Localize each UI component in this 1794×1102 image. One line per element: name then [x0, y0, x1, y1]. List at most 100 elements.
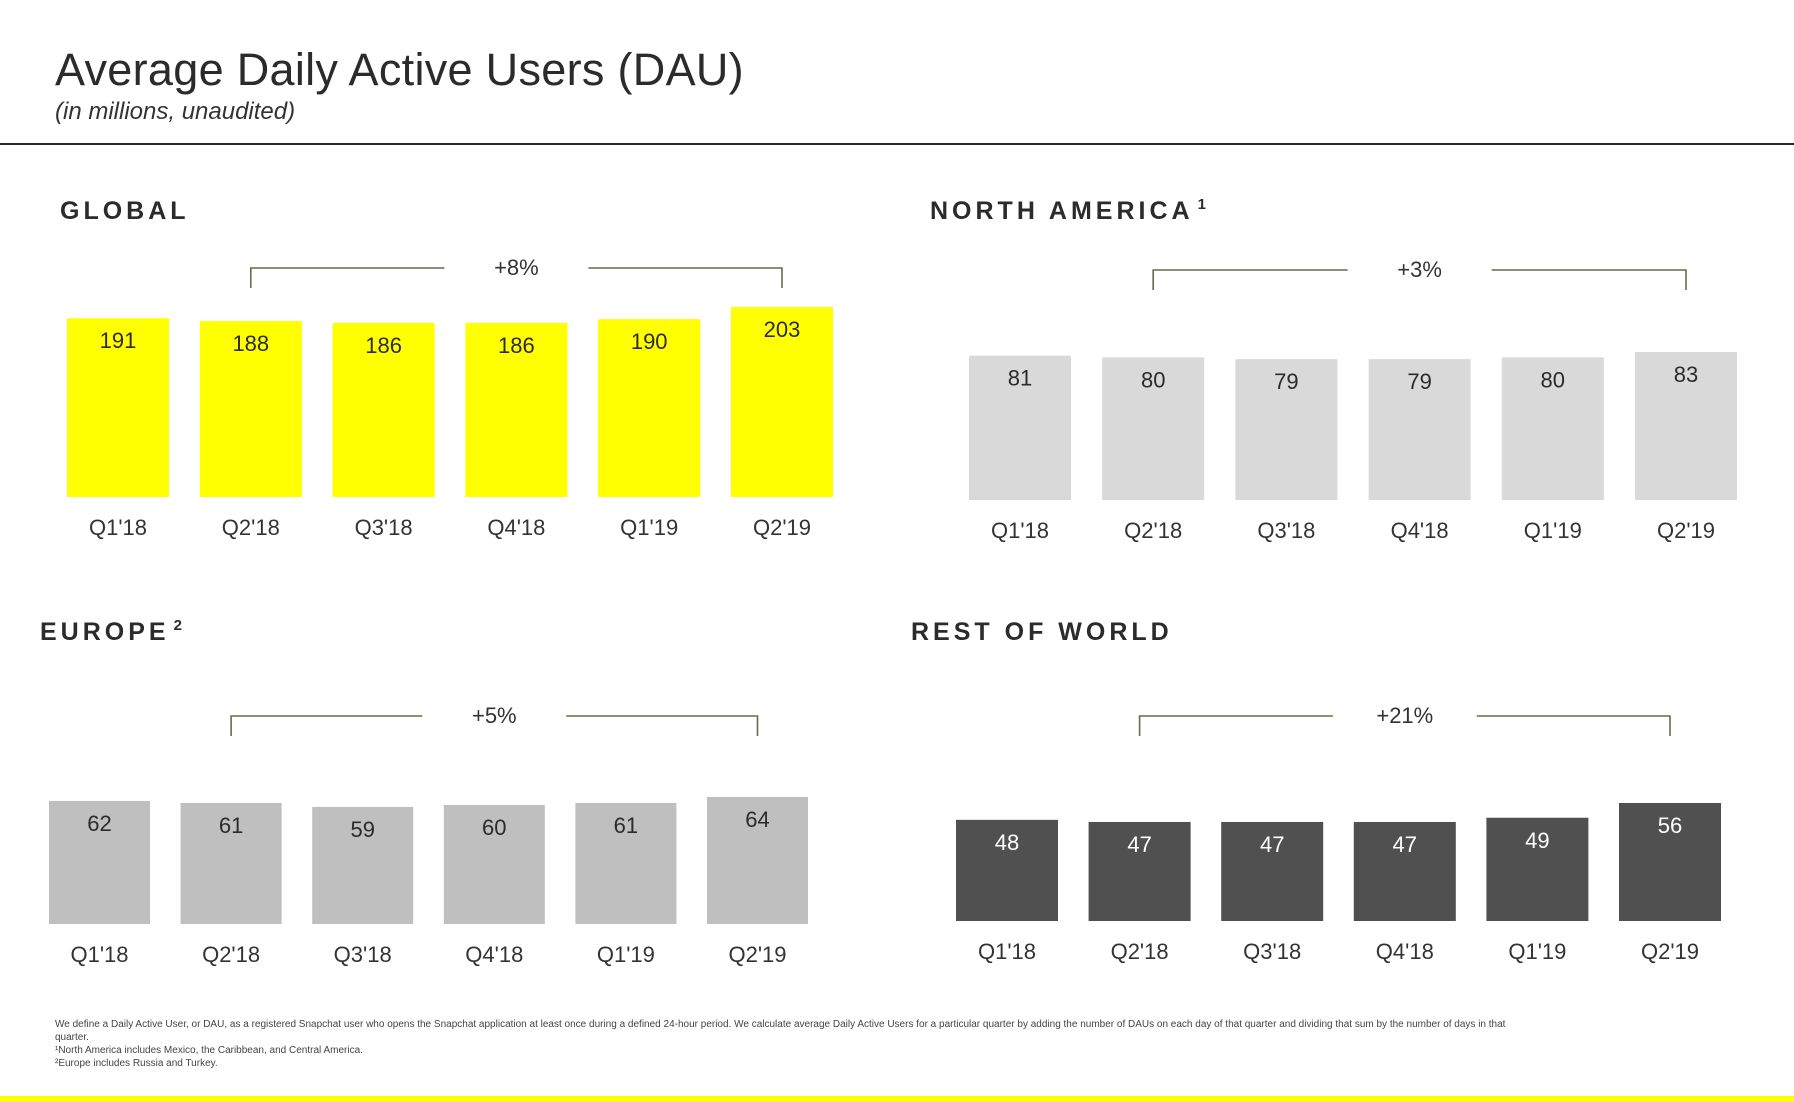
header-divider	[0, 143, 1794, 145]
category-label: Q2'18	[202, 942, 260, 967]
footnote-dau-definition: We define a Daily Active User, or DAU, a…	[55, 1019, 1506, 1043]
chart-rest-of-world: REST OF WORLD 48 Q1'18 47 Q2'18 47 Q3'18 47 Q4'1…	[911, 618, 1721, 964]
growth-bracket-right	[1491, 269, 1687, 290]
growth-bracket-right	[588, 267, 783, 288]
bar-value-label: 83	[1674, 362, 1698, 387]
growth-label: +8%	[494, 255, 539, 280]
bar-value-label: 64	[745, 807, 769, 832]
bar-value-label: 62	[87, 811, 111, 836]
bar	[956, 819, 1058, 921]
category-label: Q4'18	[1391, 518, 1449, 543]
bar	[49, 800, 150, 924]
bar-value-label: 80	[1141, 367, 1165, 392]
growth-bracket-left	[1138, 715, 1333, 736]
bar	[575, 802, 677, 924]
chart-global: GLOBAL 191 Q1'18 188 Q2'18 186 Q3'18 186 Q4'18 19…	[60, 197, 833, 540]
category-label: Q2'18	[1124, 518, 1182, 543]
category-label: Q4'18	[1376, 939, 1434, 964]
category-label: Q4'18	[487, 515, 545, 540]
growth-bracket-left	[230, 715, 423, 736]
footnote-north-america: ¹North America includes Mexico, the Cari…	[55, 1045, 363, 1056]
page-subtitle: (in millions, unaudited)	[55, 98, 296, 125]
footnotes: We define a Daily Active User, or DAU, a…	[55, 1018, 1515, 1070]
bar-value-label: 79	[1407, 369, 1431, 394]
bar-value-label: 61	[219, 813, 243, 838]
bar	[731, 307, 833, 497]
category-label: Q2'19	[1641, 939, 1699, 964]
bar	[67, 318, 169, 497]
bar	[1486, 817, 1589, 921]
footnote-europe: ²Europe includes Russia and Turkey.	[55, 1058, 218, 1069]
bar	[180, 802, 282, 924]
bar-value-label: 191	[100, 328, 137, 353]
growth-label: +3%	[1397, 257, 1442, 282]
growth-bracket-left	[250, 267, 445, 288]
bar-value-label: 188	[232, 331, 269, 356]
bar	[199, 321, 302, 497]
bar-value-label: 47	[1393, 832, 1417, 857]
category-label: Q3'18	[334, 942, 392, 967]
bar	[598, 319, 701, 497]
page-title: Average Daily Active Users (DAU)	[55, 44, 744, 95]
growth-bracket-right	[1476, 715, 1671, 736]
bar-value-label: 56	[1658, 813, 1682, 838]
bar-value-label: 186	[498, 333, 535, 358]
bar-value-label: 186	[365, 333, 402, 358]
growth-bracket-right	[566, 715, 759, 736]
bar	[332, 322, 435, 497]
bottom-accent-bar	[0, 1096, 1794, 1102]
category-label: Q1'18	[70, 942, 128, 967]
chart-title-superscript: 2	[174, 617, 186, 634]
bar	[1102, 357, 1205, 500]
category-label: Q1'19	[620, 515, 678, 540]
category-label: Q2'18	[1111, 939, 1169, 964]
chart-north-america: NORTH AMERICA 1 81 Q1'18 80 Q2'18 79 Q3'18 79 Q4'…	[930, 196, 1737, 543]
bar	[312, 806, 414, 924]
chart-europe: EUROPE 2 62 Q1'18 61 Q2'18 59 Q3'18 60 Q4'18 61 Q1'…	[40, 617, 808, 967]
bar-value-label: 47	[1127, 832, 1151, 857]
category-label: Q2'19	[1657, 518, 1715, 543]
bar-value-label: 80	[1541, 367, 1565, 392]
category-label: Q1'18	[978, 939, 1036, 964]
bar	[1353, 821, 1456, 921]
category-label: Q2'19	[728, 942, 786, 967]
bar-value-label: 47	[1260, 832, 1284, 857]
category-label: Q3'18	[1257, 518, 1315, 543]
growth-label: +21%	[1376, 703, 1433, 728]
bar	[1619, 803, 1721, 921]
bar	[1235, 359, 1338, 500]
category-label: Q3'18	[355, 515, 413, 540]
bar-value-label: 59	[350, 817, 374, 842]
bar	[443, 804, 545, 924]
bar	[1221, 821, 1324, 921]
category-label: Q2'19	[753, 515, 811, 540]
bar-value-label: 203	[764, 317, 801, 342]
category-label: Q1'19	[1524, 518, 1582, 543]
growth-bracket-left	[1152, 269, 1348, 290]
bar	[707, 797, 808, 924]
bar	[1635, 352, 1737, 500]
growth-label: +5%	[472, 703, 517, 728]
category-label: Q2'18	[222, 515, 280, 540]
bar-value-label: 81	[1008, 366, 1032, 391]
category-label: Q1'19	[1508, 939, 1566, 964]
chart-title-superscript: 1	[1198, 196, 1210, 213]
bar-value-label: 190	[631, 329, 668, 354]
bar	[1501, 357, 1604, 500]
category-label: Q1'18	[991, 518, 1049, 543]
chart-title: EUROPE 2	[40, 617, 186, 646]
bar	[465, 322, 568, 497]
category-label: Q1'19	[597, 942, 655, 967]
bar	[1368, 359, 1471, 500]
bar-value-label: 79	[1274, 369, 1298, 394]
chart-title: GLOBAL	[60, 197, 190, 225]
chart-title: REST OF WORLD	[911, 618, 1173, 646]
bar-value-label: 49	[1525, 828, 1549, 853]
bar-value-label: 61	[614, 813, 638, 838]
bar	[969, 355, 1071, 500]
category-label: Q1'18	[89, 515, 147, 540]
category-label: Q4'18	[465, 942, 523, 967]
bar-value-label: 48	[995, 830, 1019, 855]
chart-title: NORTH AMERICA 1	[930, 196, 1210, 225]
